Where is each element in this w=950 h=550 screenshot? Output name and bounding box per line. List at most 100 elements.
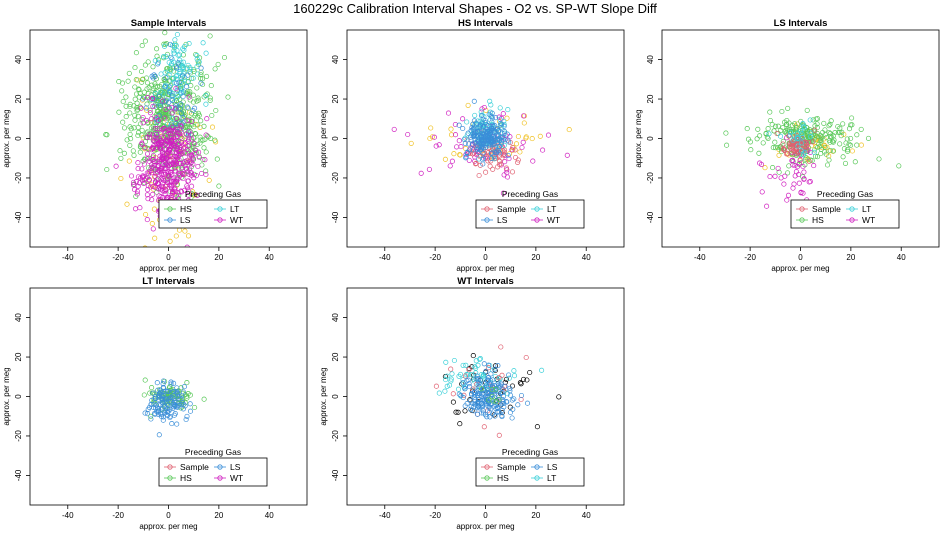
data-point-wt	[138, 105, 144, 111]
data-point-sample	[433, 383, 439, 389]
data-point-yellow	[149, 221, 155, 227]
y-tick-label: 40	[331, 313, 340, 322]
data-point-ls	[480, 155, 486, 161]
data-point-hs	[127, 101, 133, 107]
data-point-lt	[177, 69, 183, 75]
data-point-wt	[191, 141, 197, 147]
data-point-hs	[826, 129, 832, 136]
data-point-hs	[201, 123, 207, 129]
data-point-lt	[506, 375, 512, 381]
data-point-wt	[772, 173, 778, 179]
data-point-wt	[796, 180, 802, 186]
data-point-ls	[460, 125, 466, 132]
y-axis-label: approx. per meg	[319, 109, 328, 167]
points-layer	[391, 98, 572, 196]
x-tick-label: -40	[694, 253, 706, 262]
data-point-hs	[846, 141, 852, 147]
data-point-wt	[189, 183, 195, 189]
data-point-hs	[799, 124, 805, 130]
x-tick-label: -20	[112, 511, 124, 520]
data-point-sample	[780, 141, 786, 147]
data-point-wt_black	[517, 380, 523, 386]
data-point-ls	[484, 141, 490, 147]
data-point-sample	[784, 151, 790, 157]
data-point-hs	[767, 109, 773, 115]
data-point-hs	[826, 157, 832, 163]
y-tick-label: 40	[646, 55, 655, 64]
data-point-yellow	[173, 233, 179, 239]
x-axis-label: approx. per meg	[456, 264, 514, 273]
data-point-hs	[723, 130, 729, 136]
x-tick-label: 20	[214, 253, 223, 262]
data-point-wt	[183, 166, 189, 172]
data-point-hs	[124, 137, 130, 143]
data-point-wt	[192, 147, 199, 153]
x-tick-label: 40	[897, 253, 906, 262]
data-point-hs	[149, 385, 155, 391]
data-point-yellow	[152, 235, 158, 241]
x-tick-label: 0	[483, 511, 488, 520]
data-point-wt_black	[457, 421, 463, 427]
data-point-ls	[165, 388, 171, 394]
data-point-hs	[876, 156, 882, 162]
data-point-wt	[177, 148, 183, 155]
data-point-yellow	[429, 134, 435, 140]
data-point-yellow	[448, 126, 454, 132]
data-point-lt	[795, 135, 801, 141]
data-point-ls	[184, 104, 191, 110]
data-point-ls	[479, 144, 485, 150]
data-point-yellow	[451, 151, 457, 157]
data-point-wt	[150, 184, 156, 190]
data-point-wt	[163, 133, 169, 139]
data-point-ls	[468, 134, 474, 140]
data-point-hs	[767, 117, 773, 124]
data-point-wt	[159, 168, 165, 174]
y-tick-label: -20	[331, 172, 340, 184]
data-point-wt_black	[503, 376, 509, 382]
data-point-wt	[807, 149, 813, 155]
x-tick-label: 40	[582, 511, 591, 520]
data-point-hs	[208, 83, 214, 89]
data-point-wt	[449, 158, 455, 164]
data-point-wt	[147, 110, 153, 116]
data-point-wt	[130, 179, 137, 185]
legend-marker	[167, 464, 173, 470]
data-point-wt	[496, 114, 502, 120]
data-point-sample	[498, 344, 504, 350]
data-point-hs	[840, 121, 846, 127]
data-point-wt	[466, 157, 472, 163]
data-point-wt	[162, 141, 168, 147]
data-point-lt	[799, 148, 805, 154]
data-point-wt	[166, 162, 172, 168]
data-point-hs	[159, 88, 166, 94]
data-point-wt	[173, 137, 179, 143]
data-point-wt	[173, 85, 179, 92]
data-point-hs	[769, 122, 775, 128]
y-tick-label: -20	[14, 430, 23, 442]
data-point-wt	[144, 95, 151, 101]
data-point-wt	[501, 172, 507, 178]
data-point-hs	[194, 98, 200, 104]
data-point-hs	[162, 30, 168, 36]
data-point-hs	[127, 131, 133, 137]
data-point-ls	[480, 150, 486, 156]
legend-marker	[849, 206, 855, 212]
data-point-wt	[198, 170, 205, 177]
data-point-hs	[184, 393, 190, 399]
data-point-ls	[494, 148, 500, 154]
data-point-wt	[150, 226, 156, 232]
data-point-lt	[511, 368, 517, 374]
data-point-yellow	[513, 141, 520, 147]
data-point-ls	[160, 378, 167, 384]
data-point-wt	[391, 126, 397, 132]
x-tick-label: 20	[846, 253, 855, 262]
data-point-wt	[158, 176, 164, 182]
data-point-sample	[471, 150, 477, 156]
data-point-wt	[152, 173, 158, 179]
data-point-wt	[506, 156, 512, 162]
y-tick-label: -40	[14, 469, 23, 481]
data-point-sample	[518, 396, 524, 403]
data-point-hs	[757, 133, 763, 139]
y-tick-label: 20	[331, 352, 340, 361]
data-point-ls	[161, 404, 167, 410]
